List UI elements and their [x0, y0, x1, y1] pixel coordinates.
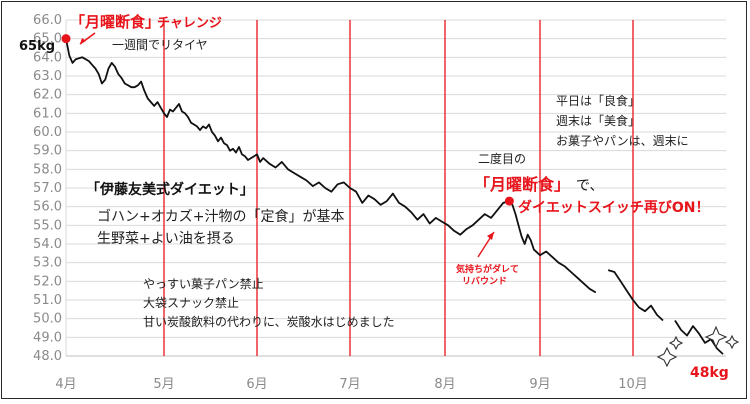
- x-tick-label: 8月: [434, 377, 455, 392]
- diet-switch-note: ダイエットスイッチ再びON！: [518, 199, 709, 216]
- y-tick-label: 64.0: [33, 50, 62, 65]
- y-tick-label: 61.0: [33, 106, 62, 121]
- start-point-marker: [61, 34, 71, 44]
- weekday-note: 平日は「良食」: [556, 93, 640, 108]
- y-tick-label: 54.0: [33, 237, 62, 252]
- y-tick-label: 59.0: [33, 144, 62, 159]
- y-tick-label: 65.0: [33, 32, 62, 47]
- x-tick-label: 7月: [339, 377, 360, 392]
- sparkle-icon: [704, 325, 728, 349]
- rebound-line2: リバウンド: [462, 276, 507, 287]
- y-tick-label: 60.0: [33, 125, 62, 140]
- y-tick-label: 58.0: [33, 162, 62, 177]
- sparkle-icons: [656, 325, 740, 368]
- ito-line1: ゴハン+オカズ+汁物の「定食」が基本: [97, 208, 344, 225]
- sparkle-icon: [668, 335, 684, 351]
- restart-point-marker: [504, 196, 514, 206]
- first-week-note: 一週間でリタイヤ: [112, 38, 208, 52]
- rebound-line1: 気持ちがダレて: [456, 263, 519, 275]
- weight-series-line: [607, 269, 664, 322]
- chart-frame: [1, 1, 747, 399]
- y-tick-label: 55.0: [33, 218, 62, 233]
- y-tick-label: 53.0: [33, 256, 62, 271]
- y-tick-label: 50.0: [33, 312, 62, 327]
- getsuyou-suffix: で、: [576, 178, 603, 194]
- weight-series-line: [65, 38, 597, 294]
- x-tick-label: 5月: [153, 377, 174, 392]
- y-tick-label: 62.0: [33, 88, 62, 103]
- ban-bread-note: やっすい菓子パン禁止: [143, 277, 264, 291]
- x-tick-label: 6月: [246, 377, 267, 392]
- y-tick-label: 48.0: [33, 349, 62, 364]
- ban-snack-note: 大袋スナック禁止: [143, 296, 239, 310]
- y-tick-label: 52.0: [33, 274, 62, 289]
- x-tick-label: 9月: [529, 377, 550, 392]
- weekend-note: 週末は「美食」: [556, 113, 640, 128]
- sparkle-icon: [656, 346, 678, 368]
- y-tick-label: 56.0: [33, 200, 62, 215]
- sweets-note: お菓子やパンは、週末に: [556, 134, 689, 148]
- soda-note: 甘い炭酸飲料の代わりに、炭酸水はじめました: [143, 314, 395, 329]
- end-weight-label: 48kg: [690, 365, 729, 381]
- start-title-bracket: 「月曜断食」: [70, 13, 160, 31]
- y-tick-label: 49.0: [33, 330, 62, 345]
- rebound-arrow-head: [487, 232, 494, 240]
- y-tick-label: 66.0: [33, 13, 62, 28]
- ito-line2: 生野菜+よい油を摂る: [97, 231, 235, 247]
- y-tick-label: 51.0: [33, 293, 62, 308]
- x-tick-label: 10月: [618, 377, 648, 392]
- start-weight-label: 65kg: [19, 39, 55, 54]
- y-tick-label: 57.0: [33, 181, 62, 196]
- getsuyou-bracket: 「月曜断食」: [474, 175, 570, 194]
- start-arrow-head: [80, 38, 86, 44]
- ito-title: 「伊藤友美式ダイエット」: [86, 181, 254, 198]
- second-time-note: 二度目の: [478, 151, 526, 166]
- sparkle-icon: [724, 334, 740, 350]
- y-tick-label: 63.0: [33, 69, 62, 84]
- x-tick-label: 4月: [55, 377, 76, 392]
- start-title-rest: チャレンジ: [157, 16, 222, 31]
